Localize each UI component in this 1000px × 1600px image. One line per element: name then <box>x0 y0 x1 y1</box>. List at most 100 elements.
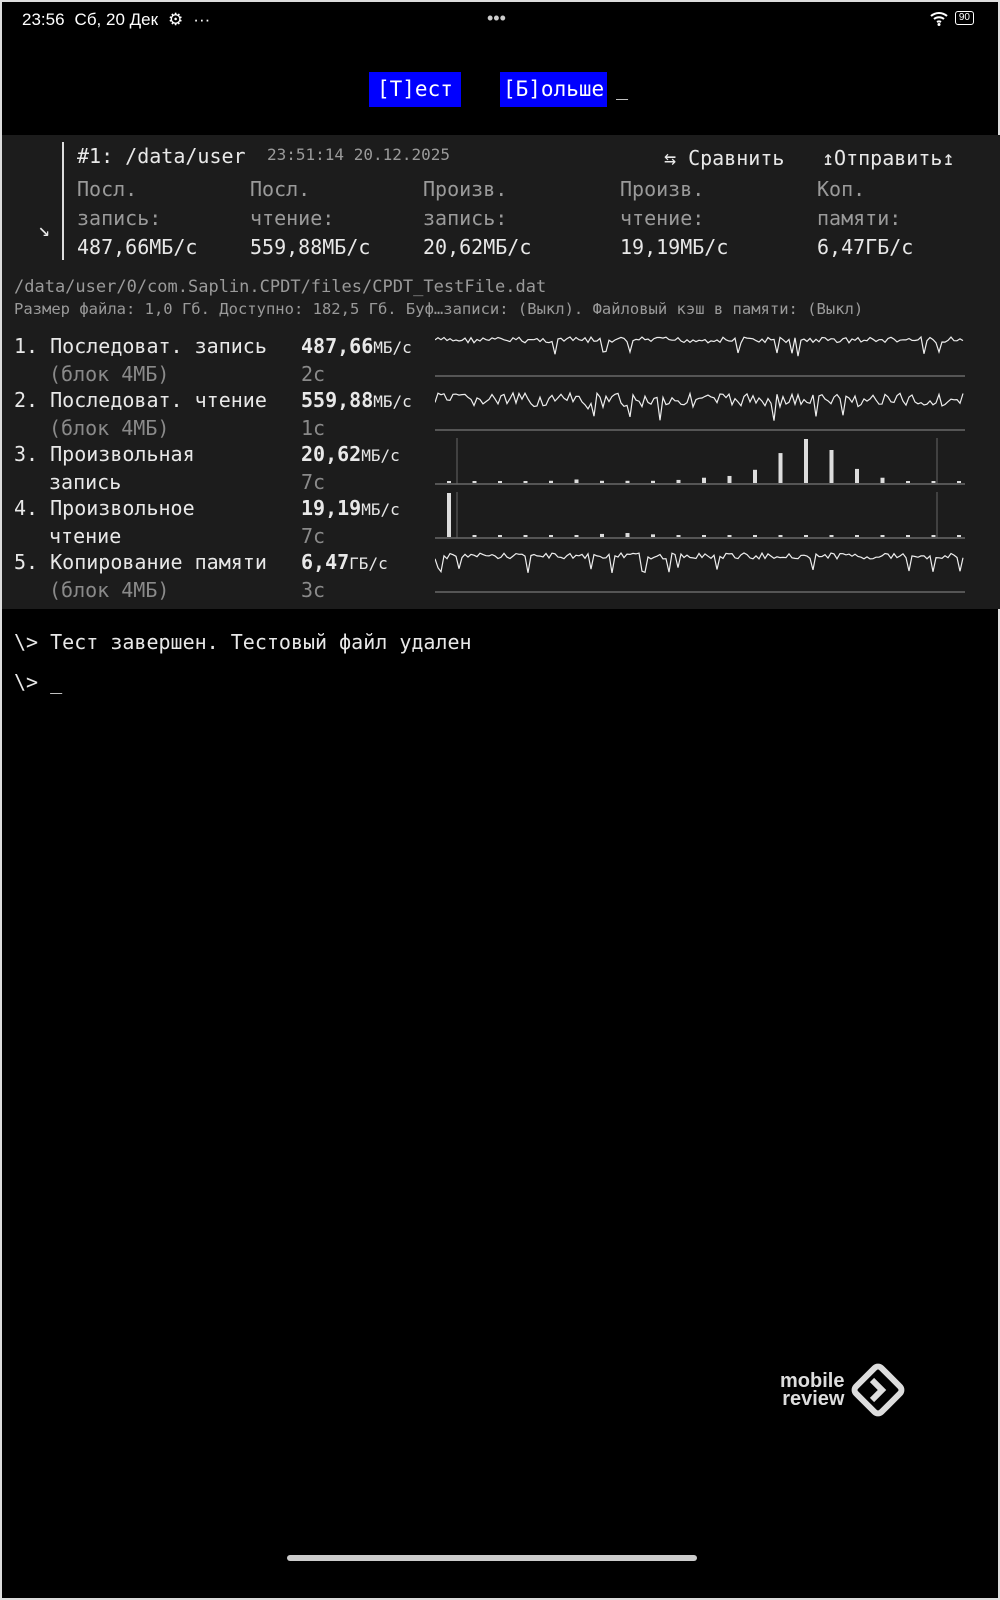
test-name: Копирование памяти <box>50 550 267 574</box>
test-graph <box>435 492 965 539</box>
histogram-bar <box>574 479 579 483</box>
histogram-bar <box>549 480 553 483</box>
metric-value: 6,47ГБ/с <box>817 235 914 259</box>
wifi-icon <box>930 12 948 26</box>
test-duration: 7с <box>301 470 326 494</box>
histogram-bar <box>676 535 681 537</box>
histogram-bar <box>625 533 630 537</box>
selection-bar <box>62 142 64 260</box>
result-timestamp: 23:51:14 20.12.2025 <box>267 145 451 164</box>
speed-unit: ГБ/с <box>349 554 388 573</box>
metric-value: 487,66МБ/с <box>77 235 198 259</box>
histogram-bar <box>523 481 528 483</box>
test-button[interactable]: [Т]ест <box>369 72 461 107</box>
metric-label: Посл. <box>77 177 138 201</box>
expand-arrow-icon[interactable]: ↘ <box>38 217 51 241</box>
file-info: Размер файла: 1,0 Гб. Доступно: 182,5 Гб… <box>14 300 864 318</box>
speed-unit: МБ/с <box>373 392 412 411</box>
histogram-bar <box>447 493 451 537</box>
histogram-bar <box>880 535 885 537</box>
histogram-bar <box>727 535 732 537</box>
histogram-bar <box>651 534 655 537</box>
histogram-bar <box>957 481 961 483</box>
metric-label: Коп. <box>817 177 866 201</box>
window-handle-dots[interactable]: ••• <box>487 8 506 28</box>
speed-line <box>435 391 964 421</box>
test-speed: 559,88МБ/с <box>301 388 412 412</box>
histogram-bar <box>472 535 477 537</box>
date: Сб, 20 Дек <box>74 10 159 29</box>
histogram-bar <box>906 535 910 537</box>
watermark-logo: mobile review <box>780 1362 906 1418</box>
histogram-bar <box>574 535 579 537</box>
more-icon: ··· <box>193 10 211 29</box>
metric-label: чтение: <box>620 206 705 230</box>
test-subtitle: (блок 4МБ) <box>49 578 170 602</box>
histogram-bar <box>829 535 834 537</box>
histogram-bar <box>651 480 655 483</box>
test-name: Последоват. чтение <box>50 388 267 412</box>
test-name: Произвольное <box>50 496 195 520</box>
system-icons: 90 <box>929 10 974 26</box>
test-row: 5. Копирование памяти <box>14 550 267 574</box>
terminal-line: \> Тест завершен. Тестовый файл удален <box>14 630 472 654</box>
histogram-bar <box>855 535 859 537</box>
clock: 23:56 <box>22 10 65 29</box>
test-graph <box>435 391 965 431</box>
speed-value: 487,66 <box>301 334 374 358</box>
histogram-bar <box>498 481 502 483</box>
test-row: 1. Последоват. запись <box>14 334 267 358</box>
metric-value: 559,88МБ/с <box>250 235 371 259</box>
test-speed: 19,19МБ/с <box>301 496 400 520</box>
test-duration: 2с <box>301 362 326 386</box>
histogram-bar <box>829 450 834 483</box>
metric-value: 20,62МБ/с <box>423 235 532 259</box>
compare-button[interactable]: ⇆ Сравнить <box>664 146 785 170</box>
speed-unit: МБ/с <box>373 338 412 357</box>
test-row: 2. Последоват. чтение <box>14 388 267 412</box>
more-button[interactable]: [Б]ольше <box>500 72 608 107</box>
home-indicator[interactable] <box>287 1555 697 1561</box>
test-name: Последоват. запись <box>50 334 267 358</box>
histogram-bar <box>753 469 757 483</box>
test-number: 5. <box>14 550 39 574</box>
metric-label: Посл. <box>250 177 311 201</box>
result-title: #1: /data/user <box>77 144 246 168</box>
test-subtitle: запись <box>49 470 122 494</box>
histogram-bar <box>855 468 859 483</box>
histogram-bar <box>498 535 502 537</box>
gear-icon: ⚙ <box>168 10 184 29</box>
file-path: /data/user/0/com.Saplin.CPDT/files/CPDT_… <box>14 277 547 297</box>
test-number: 2. <box>14 388 39 412</box>
histogram-bar <box>931 481 936 483</box>
speed-value: 559,88 <box>301 388 374 412</box>
test-number: 3. <box>14 442 39 466</box>
speed-value: 19,19 <box>301 496 362 520</box>
histogram-bar <box>447 481 451 483</box>
test-graph <box>435 335 965 377</box>
send-button[interactable]: ↥Отправить↥ <box>822 146 955 170</box>
histogram-bar <box>906 481 910 483</box>
test-subtitle: чтение <box>49 524 122 548</box>
histogram-bar <box>804 439 808 483</box>
speed-line <box>435 335 964 357</box>
histogram-bar <box>676 479 681 483</box>
metric-label: чтение: <box>250 206 335 230</box>
test-graph <box>435 551 965 593</box>
battery-icon: 90 <box>954 11 974 25</box>
histogram-bar <box>778 453 783 483</box>
histogram-bar <box>549 535 553 537</box>
terminal-prompt[interactable]: \> _ <box>14 670 63 694</box>
metric-label: Произв. <box>620 177 705 201</box>
test-duration: 3с <box>301 578 326 602</box>
histogram-bar <box>523 535 528 537</box>
histogram-bar <box>753 535 757 537</box>
test-number: 1. <box>14 334 39 358</box>
results-panel <box>2 135 1000 609</box>
test-duration: 7с <box>301 524 326 548</box>
test-speed: 487,66МБ/с <box>301 334 412 358</box>
histogram-bar <box>957 535 961 537</box>
speed-value: 6,47 <box>301 550 350 574</box>
test-speed: 6,47ГБ/с <box>301 550 388 574</box>
metric-label: запись: <box>77 206 162 230</box>
